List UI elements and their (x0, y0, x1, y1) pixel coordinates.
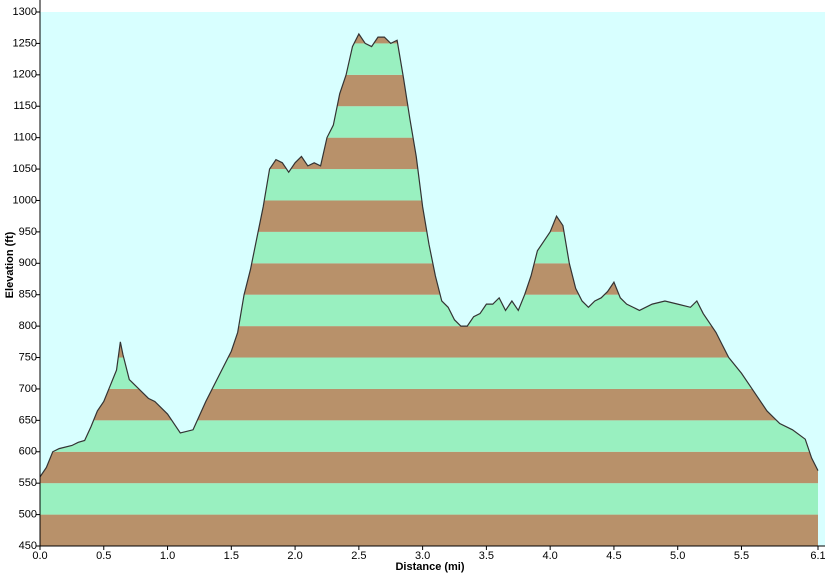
y-tick-label: 600 (19, 446, 37, 458)
y-tick-label: 900 (19, 257, 37, 269)
y-tick-label: 1150 (13, 100, 37, 112)
x-tick-label: 3.0 (415, 550, 430, 562)
elevation-line (39, 32, 819, 478)
elevation-band (40, 514, 818, 546)
y-tick-label: 1250 (13, 37, 37, 49)
y-tick-label: 1300 (13, 6, 37, 18)
elevation-band (40, 483, 818, 515)
y-tick-label: 800 (19, 320, 37, 332)
y-tick-label: 1050 (13, 163, 37, 175)
x-tick-label: 3.5 (479, 550, 494, 562)
y-tick-label: 950 (19, 226, 37, 238)
y-tick-label: 1100 (13, 132, 37, 144)
y-tick-label: 450 (19, 540, 37, 552)
x-tick-label: 5.5 (734, 550, 749, 562)
y-tick-label: 1000 (13, 194, 37, 206)
x-tick-label: 2.0 (287, 550, 302, 562)
elevation-band (40, 451, 818, 484)
x-tick-label: 4.5 (606, 550, 621, 562)
y-tick-label: 500 (19, 508, 37, 520)
y-tick-label: 750 (19, 351, 37, 363)
y-tick-label: 850 (19, 289, 37, 301)
x-tick-label: 0.5 (96, 550, 111, 562)
x-tick-label: 4.0 (543, 550, 558, 562)
x-tick-label: 6.1 (810, 550, 825, 562)
x-tick-label: 1.0 (160, 550, 175, 562)
x-tick-label: 0.0 (32, 550, 47, 562)
x-tick-label: 5.0 (670, 550, 685, 562)
x-tick-label: 2.5 (351, 550, 366, 562)
y-tick-label: 1200 (13, 69, 37, 81)
y-tick-label: 650 (19, 414, 37, 426)
x-tick-label: 1.5 (224, 550, 239, 562)
x-axis-label: Distance (mi) (395, 561, 464, 573)
y-tick-label: 700 (19, 383, 37, 395)
y-axis-label: Elevation (ft) (4, 231, 16, 298)
y-tick-label: 550 (19, 477, 37, 489)
elevation-band (40, 420, 818, 452)
